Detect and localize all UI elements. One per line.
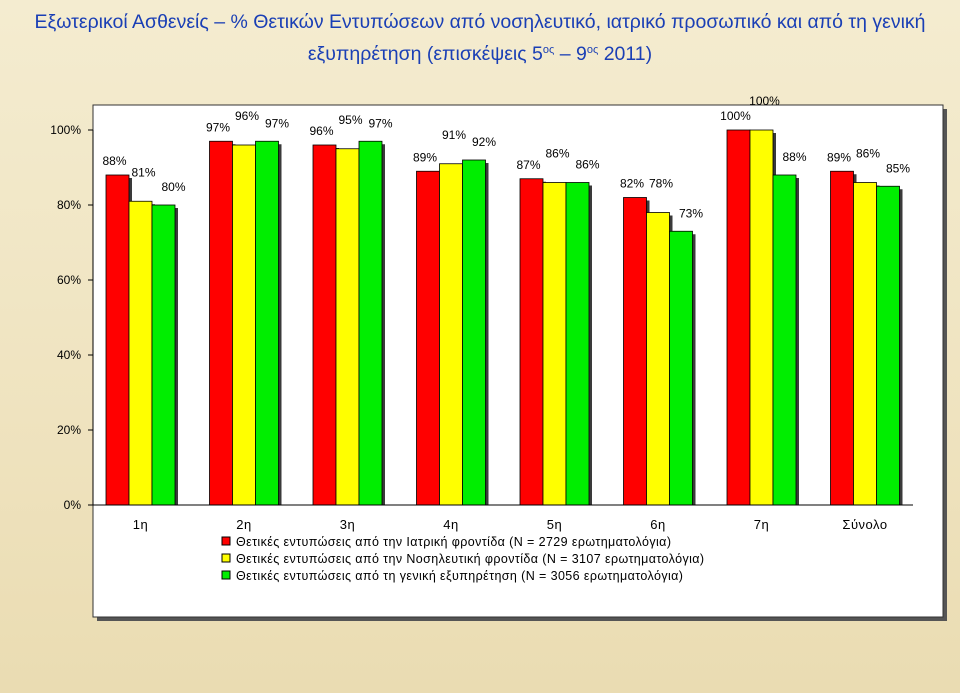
bar xyxy=(128,200,153,506)
data-label: 89% xyxy=(413,150,437,164)
data-label: 88% xyxy=(782,150,806,164)
x-axis: 1η 2η 3η 4η 5η 6η 7η Σύνολο xyxy=(93,504,913,532)
data-label: 86% xyxy=(856,147,880,161)
bar xyxy=(209,140,233,506)
bar xyxy=(462,159,486,506)
bar xyxy=(416,170,440,506)
bar xyxy=(358,140,383,506)
legend-entry: Θετικές εντυπώσεις από την Ιατρική φροντ… xyxy=(236,535,671,549)
bar xyxy=(519,178,544,506)
title-line-2-c: 2011) xyxy=(598,43,653,65)
data-label: 87% xyxy=(516,158,540,172)
data-label: 86% xyxy=(545,147,569,161)
x-tick-label: 2η xyxy=(236,517,251,532)
bar xyxy=(151,204,176,506)
bar xyxy=(830,170,854,506)
title-sup-1: ος xyxy=(542,44,555,56)
bar xyxy=(312,144,337,506)
bar xyxy=(232,144,256,506)
bar xyxy=(335,148,360,506)
data-label: 92% xyxy=(472,135,496,149)
title-line-2-b: – 9 xyxy=(554,43,587,65)
data-label: 85% xyxy=(886,161,910,175)
x-tick-label: 7η xyxy=(754,517,769,532)
data-label: 97% xyxy=(265,116,289,130)
data-label: 96% xyxy=(235,109,259,123)
y-tick-label: 80% xyxy=(57,198,81,212)
bars-group xyxy=(105,129,903,506)
bar xyxy=(565,182,590,506)
data-label: 100% xyxy=(749,94,780,108)
title-line-1: Εξωτερικοί Ασθενείς – % Θετικών Εντυπώσε… xyxy=(34,11,926,33)
data-label: 81% xyxy=(131,165,155,179)
data-label: 86% xyxy=(575,158,599,172)
data-label: 73% xyxy=(679,206,703,220)
chart-title: Εξωτερικοί Ασθενείς – % Θετικών Εντυπώσε… xyxy=(0,8,960,68)
y-tick-label: 40% xyxy=(57,348,81,362)
bar xyxy=(669,230,693,506)
legend-entry: Θετικές εντυπώσεις από την Νοσηλευτική φ… xyxy=(236,552,704,566)
y-axis: 0% 20% 40% 60% 80% 100% xyxy=(50,123,94,512)
x-tick-label: 3η xyxy=(340,517,355,532)
y-tick-label: 0% xyxy=(64,498,82,512)
legend-swatch xyxy=(221,536,231,546)
bar xyxy=(542,182,567,506)
data-label: 96% xyxy=(309,124,333,138)
x-tick-label: 6η xyxy=(650,517,665,532)
data-labels-group: 88% 81% 80% 97% 96% 97% 96% 95% 97% 89% 91% 92% 87% 8… xyxy=(102,94,910,220)
legend-entry: Θετικές εντυπώσεις από τη γενική εξυπηρέ… xyxy=(236,569,683,583)
data-label: 89% xyxy=(827,150,851,164)
bar xyxy=(439,163,463,506)
x-tick-label: 1η xyxy=(133,517,148,532)
bar xyxy=(623,197,647,506)
y-tick-label: 100% xyxy=(50,123,81,137)
bar xyxy=(853,182,877,506)
data-label: 88% xyxy=(102,154,126,168)
title-line-2-a: εξυπηρέτηση (επισκέψεις 5 xyxy=(307,43,543,65)
legend-swatch xyxy=(221,553,231,563)
title-sup-2: ος xyxy=(586,44,599,56)
data-label: 100% xyxy=(720,109,751,123)
x-tick-label: 5η xyxy=(547,517,562,532)
bar xyxy=(749,129,774,506)
data-label: 97% xyxy=(206,120,230,134)
bar xyxy=(876,185,900,506)
title-line-2: εξυπηρέτηση (επισκέψεις 5ος – 9ος 2011) xyxy=(0,36,960,68)
legend-swatch xyxy=(221,570,231,580)
bar xyxy=(646,212,670,506)
data-label: 82% xyxy=(620,177,644,191)
y-tick-label: 60% xyxy=(57,273,81,287)
data-label: 91% xyxy=(442,128,466,142)
y-tick-label: 20% xyxy=(57,423,81,437)
data-label: 95% xyxy=(338,113,362,127)
data-label: 97% xyxy=(368,116,392,130)
x-tick-label: Σύνολο xyxy=(842,517,887,532)
legend: Θετικές εντυπώσεις από την Ιατρική φροντ… xyxy=(221,535,704,583)
bar xyxy=(255,140,279,506)
data-label: 78% xyxy=(649,177,673,191)
x-tick-label: 4η xyxy=(443,517,458,532)
bar xyxy=(726,129,751,506)
data-label: 80% xyxy=(161,180,185,194)
bar xyxy=(105,174,130,506)
bar xyxy=(772,174,797,506)
